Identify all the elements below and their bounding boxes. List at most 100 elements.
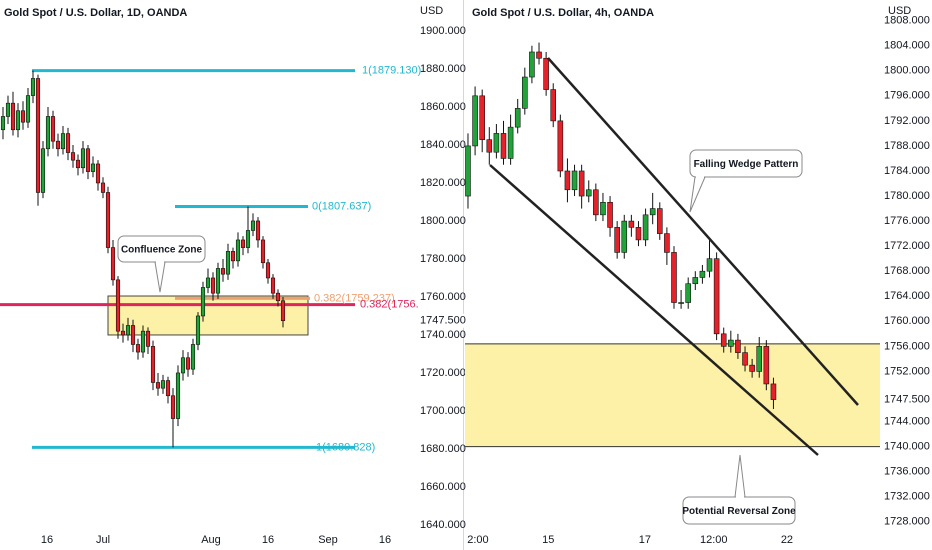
y-tick-label: 1764.000 [884, 290, 930, 302]
candle-body [635, 227, 642, 241]
candle-body [230, 251, 236, 262]
y-axis-label: USD [888, 5, 911, 17]
annotation-pointer [689, 176, 706, 213]
wedge-upper-line [547, 57, 859, 406]
y-tick-label: 1752.000 [884, 365, 930, 377]
candle-body [165, 380, 171, 397]
candle-body [270, 277, 276, 294]
fib-level-label: 0(1807.637) [312, 200, 371, 212]
candle-body [735, 339, 741, 353]
zone-callout-pointer [734, 454, 746, 498]
candle-body [742, 352, 748, 366]
y-tick-label: 1720.000 [420, 367, 466, 379]
candle-body [100, 182, 106, 193]
last-price-label: 1747.500 [884, 394, 930, 406]
candle-body [180, 357, 186, 374]
candle-body [664, 233, 670, 253]
candle-body [614, 227, 620, 253]
y-tick-label: 1736.000 [884, 466, 930, 478]
candle-body [522, 76, 528, 109]
zone-callout-text: Confluence Zone [121, 245, 203, 256]
candle-body [571, 170, 578, 191]
candle-body [699, 270, 706, 278]
candle-body [70, 152, 76, 161]
candle-body [135, 344, 141, 353]
candle-body [550, 89, 557, 122]
y-tick-label: 1780.000 [420, 253, 466, 265]
x-tick-label: 22 [781, 534, 793, 546]
zone [107, 295, 309, 336]
y-axis-label: USD [420, 5, 443, 17]
candle-body [479, 95, 485, 140]
x-tick-label: 16 [41, 534, 53, 546]
candle-body [220, 268, 226, 275]
candle-body [649, 208, 656, 216]
candle-body [65, 133, 71, 153]
y-tick-label: 1732.000 [884, 491, 930, 503]
candle-body [706, 258, 713, 272]
y-tick-label: 1804.000 [884, 40, 930, 52]
candle-body [190, 344, 196, 370]
candle-body [140, 330, 146, 353]
candle-body [170, 395, 176, 419]
candle-body [280, 300, 286, 322]
candle-body [115, 279, 121, 332]
candle-body [770, 383, 777, 400]
y-tick-label: 1800.000 [420, 215, 466, 227]
candle-body [120, 330, 126, 336]
candle-body [40, 148, 46, 193]
candle-body [215, 268, 221, 294]
y-tick-label: 1796.000 [884, 90, 930, 102]
y-tick-label: 1640.000 [420, 519, 466, 531]
candle-body [557, 120, 564, 172]
y-tick-label: 1780.000 [884, 190, 930, 202]
candle-body [80, 148, 86, 169]
candle-body [493, 133, 500, 153]
candle-body [628, 220, 635, 228]
y-tick-label: 1728.000 [884, 516, 930, 528]
y-tick-label: 1744.000 [884, 415, 930, 427]
wedge-lower-line [489, 164, 819, 456]
candle-body [35, 78, 41, 193]
candle-body [90, 163, 96, 172]
candle-body [250, 220, 256, 231]
x-tick-label: 2:00 [467, 534, 488, 546]
candle-body [110, 247, 116, 281]
candle-body [160, 380, 166, 389]
zone-callout-text: Potential Reversal Zone [682, 506, 796, 517]
candle-body [95, 163, 101, 184]
chart-title: Gold Spot / U.S. Dollar, 1D, OANDA [4, 7, 187, 19]
candle-body [15, 110, 21, 131]
x-tick-label: Sep [318, 534, 338, 546]
y-tick-label: 1768.000 [884, 265, 930, 277]
y-tick-label: 1760.000 [884, 315, 930, 327]
candle-body [529, 51, 535, 78]
candle-body [763, 346, 770, 385]
candle-body [105, 192, 111, 248]
zone-callout-pointer [154, 261, 166, 293]
fib-level-label: 1(1879.130) [362, 65, 421, 77]
y-tick-label: 1860.000 [420, 101, 466, 113]
candle-body [125, 325, 131, 336]
candle-body [25, 95, 31, 123]
x-tick-label: 12:00 [700, 534, 728, 546]
last-price-label: 1747.500 [420, 315, 466, 327]
candle-body [45, 116, 51, 150]
candle-body [564, 170, 571, 191]
last-price-tag [417, 313, 465, 328]
candle-body [692, 277, 699, 285]
y-tick-label: 1880.000 [420, 63, 466, 75]
candle-body [656, 208, 663, 234]
candle-body [621, 220, 628, 253]
y-tick-label: 1784.000 [884, 165, 930, 177]
y-tick-label: 1740.000 [884, 440, 930, 452]
fib-level-label: 0.382(1756. [360, 298, 419, 310]
annotation-box [689, 149, 803, 178]
candle-body [600, 202, 606, 216]
candle-body [0, 116, 6, 131]
zone [465, 343, 880, 447]
candle-body [685, 283, 691, 303]
y-tick-label: 1772.000 [884, 240, 930, 252]
candle-body [150, 346, 156, 383]
candle-body [175, 372, 181, 419]
